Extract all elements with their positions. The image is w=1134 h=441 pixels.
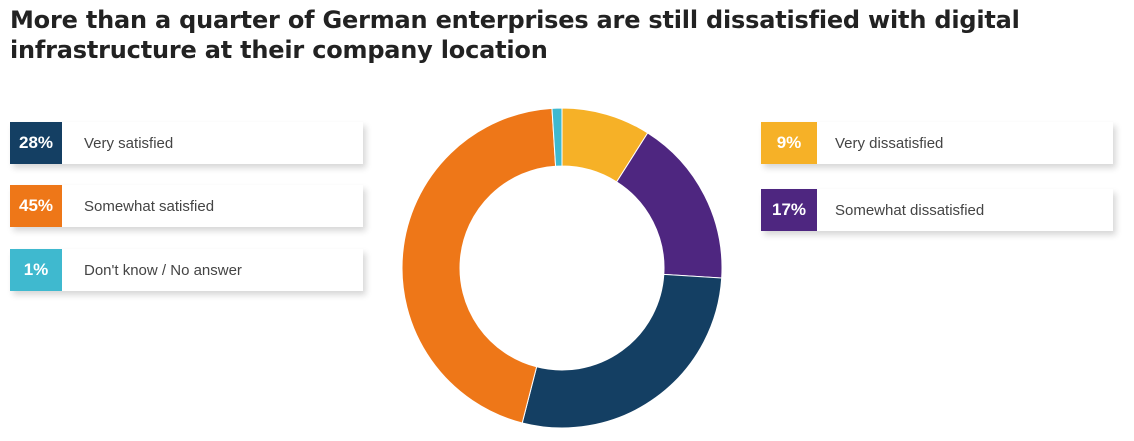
legend-item-very-satisfied: 28% Very satisfied: [10, 122, 363, 164]
legend-item-somewhat-satisfied: 45% Somewhat satisfied: [10, 185, 363, 227]
legend-value-badge: 1%: [10, 249, 62, 291]
legend-value-badge: 9%: [761, 122, 817, 164]
legend-value-badge: 17%: [761, 189, 817, 231]
donut-chart: [401, 107, 723, 429]
legend-item-very-dissatisfied: 9% Very dissatisfied: [761, 122, 1113, 164]
legend-label: Very dissatisfied: [835, 134, 944, 152]
chart-title: More than a quarter of German enterprise…: [10, 6, 1020, 64]
donut-slice-somewhat-satisfied: [401, 107, 557, 424]
donut-slice-very-satisfied: [521, 273, 723, 429]
legend-item-dont-know: 1% Don't know / No answer: [10, 249, 363, 291]
legend-label: Somewhat dissatisfied: [835, 201, 985, 219]
legend-label: Don't know / No answer: [84, 261, 242, 279]
donut-slice-don-t-know-no-answer: [551, 107, 563, 167]
legend-label: Somewhat satisfied: [84, 197, 215, 215]
legend-item-somewhat-dissatisfied: 17% Somewhat dissatisfied: [761, 189, 1113, 231]
legend-value-badge: 28%: [10, 122, 62, 164]
legend-label: Very satisfied: [84, 134, 174, 152]
legend-value-badge: 45%: [10, 185, 62, 227]
